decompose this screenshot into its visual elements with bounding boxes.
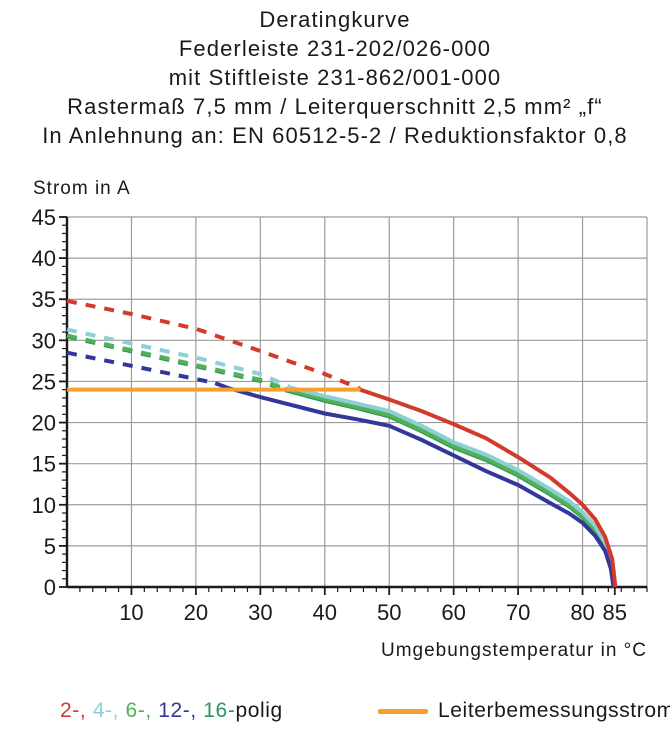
- title-line-1: Deratingkurve: [259, 7, 411, 32]
- curve-2-polig-dashed: [66, 298, 361, 391]
- x-tick-label: 80: [570, 600, 594, 625]
- x-tick-label: 10: [119, 600, 143, 625]
- x-tick-label: 70: [506, 600, 530, 625]
- derating-chart: 10 20 30 40 50 60 70 80 85 0 5 10 15 20 25 30 35 40 45 Stro…: [32, 178, 648, 661]
- y-axis-title: Strom in A: [33, 178, 131, 199]
- title-line-3: mit Stiftleiste 231-862/001-000: [168, 65, 502, 90]
- y-tick-label: 25: [32, 369, 56, 394]
- curve-12-polig-solid: [214, 381, 616, 588]
- y-tick-label: 30: [32, 328, 56, 353]
- y-tick-label: 35: [32, 287, 56, 312]
- legend-pole-entry: 12-,: [158, 699, 197, 722]
- x-tick-label: 20: [184, 600, 208, 625]
- y-tick-label: 5: [44, 534, 56, 559]
- x-tick-label: 50: [377, 600, 401, 625]
- title-line-2: Federleiste 231-202/026-000: [178, 36, 492, 61]
- legend-pole-suffix: polig: [235, 699, 283, 722]
- reference-line-label: Leiterbemessungsstrom: [438, 699, 670, 722]
- legend-reference: Leiterbemessungsstrom: [378, 699, 670, 723]
- title-line-5: In Anlehnung an: EN 60512-5-2 / Reduktio…: [42, 123, 628, 148]
- y-tick-label: 10: [32, 493, 56, 518]
- chart-title-block: Deratingkurve Federleiste 231-202/026-00…: [0, 5, 670, 150]
- x-tick-label: 60: [441, 600, 465, 625]
- curve-12-polig-dashed: [66, 350, 216, 386]
- x-tick-label: 40: [313, 600, 337, 625]
- x-tick-label: 30: [248, 600, 272, 625]
- legend-pole-counts: 2-, 4-, 6-, 12-, 16-polig: [60, 699, 283, 723]
- y-tick-label: 45: [32, 205, 56, 230]
- y-tick-label: 40: [32, 246, 56, 271]
- curve-2-polig-solid: [359, 387, 618, 588]
- y-tick-label: 15: [32, 452, 56, 477]
- curve-6-polig-dashed: [66, 333, 286, 391]
- legend-pole-entry: 2-,: [60, 699, 87, 722]
- curve-4-polig-solid: [288, 385, 617, 588]
- legend-pole-entry: 4-,: [92, 699, 120, 722]
- curve-16-polig-dashed: [66, 334, 286, 392]
- y-tick-label: 0: [44, 575, 56, 600]
- reference-line-swatch: [378, 708, 428, 714]
- legend-pole-entry: 6-,: [125, 699, 152, 722]
- legend-pole-entry: 16-: [203, 699, 236, 722]
- x-tick-label: 85: [603, 600, 627, 625]
- x-axis-title: Umgebungstemperatur in °C: [381, 640, 647, 661]
- curve-4-polig-dashed: [66, 327, 290, 389]
- y-tick-label: 20: [32, 411, 56, 436]
- title-line-4: Rastermaß 7,5 mm / Leiterquerschnitt 2,5…: [67, 94, 603, 119]
